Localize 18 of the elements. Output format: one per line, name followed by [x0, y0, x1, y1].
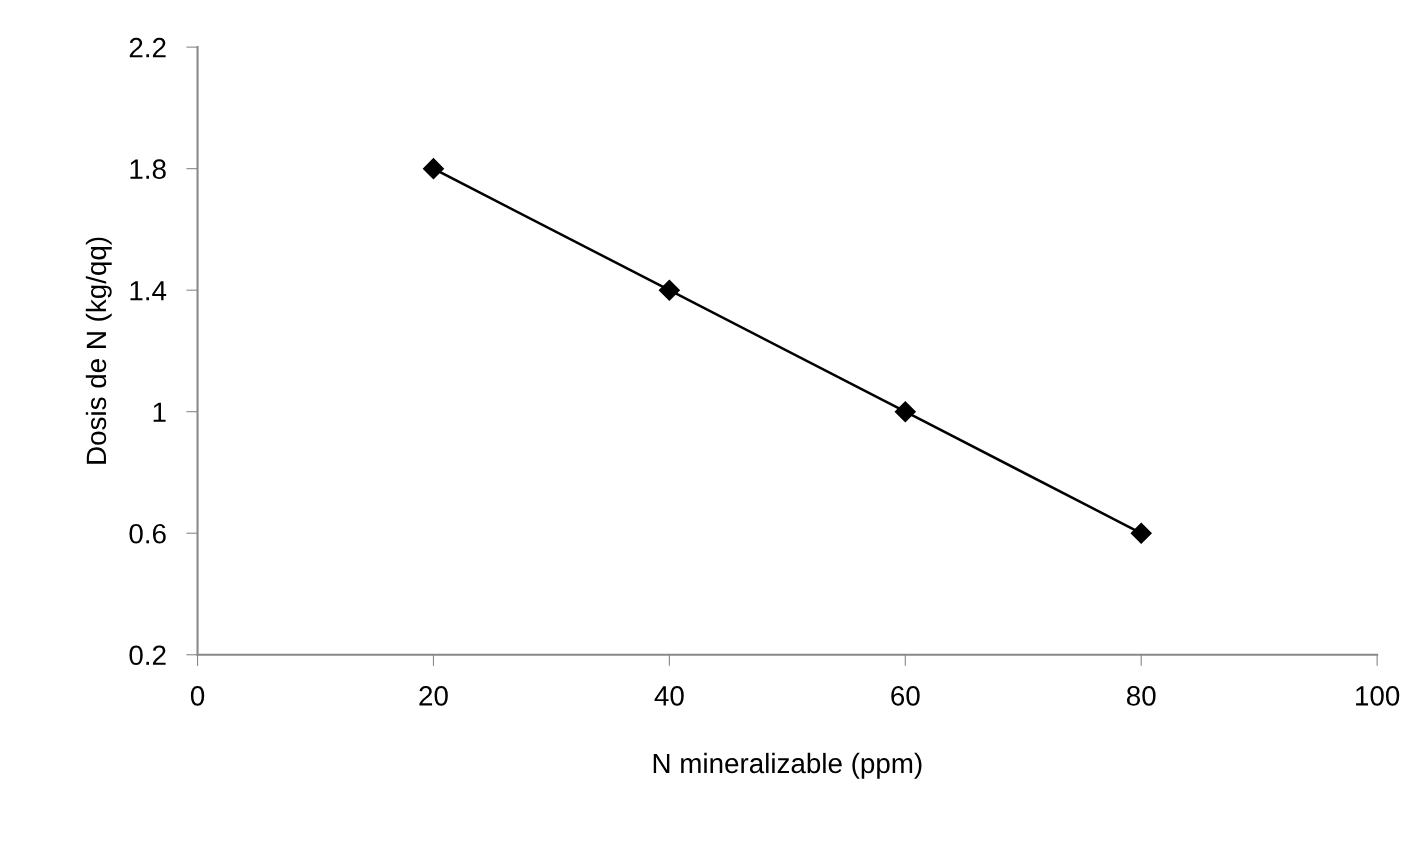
y-axis-title: Dosis de N (kg/qq) [85, 237, 112, 464]
point [422, 158, 444, 180]
point [1130, 522, 1152, 544]
x-tick-label: 80 [1126, 686, 1156, 706]
x-tick-label: 60 [891, 686, 920, 706]
y-tick-label: 1 [153, 402, 166, 422]
point [658, 279, 680, 301]
y-tick-label: 0.2 [129, 645, 166, 666]
x-axis-title: N mineralizable (ppm) [653, 752, 922, 779]
y-tick-label: 0.6 [129, 523, 166, 544]
x-tick-label: 40 [654, 686, 684, 706]
x-tick-label: 100 [1356, 686, 1400, 706]
y-tick-label: 1.4 [130, 281, 167, 301]
y-tick-label: 1.8 [130, 159, 166, 179]
x-tick-label: 20 [419, 686, 448, 706]
point [894, 401, 916, 423]
y-tick-label: 2.2 [129, 37, 166, 58]
x-tick-label: 0 [190, 686, 205, 706]
